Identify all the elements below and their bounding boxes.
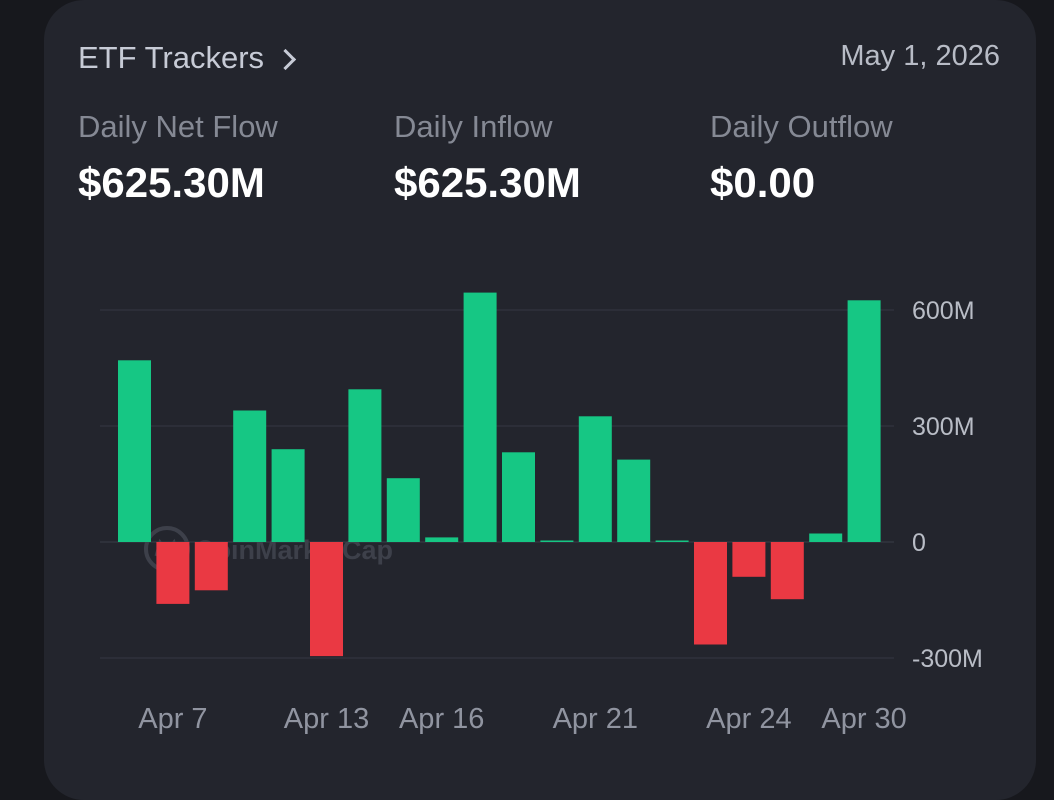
y-tick-label: 0 — [912, 529, 926, 557]
bar[interactable] — [617, 459, 651, 542]
x-tick-label: Apr 21 — [553, 703, 638, 735]
bar[interactable] — [809, 533, 843, 543]
stat-label: Daily Net Flow — [78, 109, 278, 144]
bar[interactable] — [463, 292, 497, 542]
x-tick-label: Apr 16 — [399, 703, 484, 735]
etf-trackers-link[interactable]: ETF Trackers — [78, 38, 297, 78]
x-tick-label: Apr 30 — [821, 703, 906, 735]
bar[interactable] — [540, 540, 574, 543]
stat-value: $625.30M — [394, 159, 581, 206]
bar[interactable] — [310, 542, 343, 657]
card-title: ETF Trackers — [78, 40, 265, 75]
bars — [118, 292, 881, 657]
bar[interactable] — [732, 542, 766, 577]
stat-value: $0.00 — [710, 159, 816, 206]
x-axis: Apr 7 Apr 13 Apr 16 Apr 21 Apr 24 Apr 30 — [138, 703, 907, 735]
x-tick-label: Apr 24 — [706, 703, 791, 735]
x-tick-label: Apr 13 — [284, 703, 369, 735]
stat-label: Daily Inflow — [394, 109, 553, 144]
stat-net-flow: Daily Net Flow $625.30M — [78, 106, 278, 208]
bar[interactable] — [233, 410, 267, 543]
stat-label: Daily Outflow — [710, 109, 893, 144]
bar[interactable] — [348, 389, 382, 542]
bar[interactable] — [118, 360, 151, 542]
bar[interactable] — [655, 540, 689, 543]
x-tick-label: Apr 7 — [138, 703, 207, 735]
bar[interactable] — [847, 300, 881, 542]
bar[interactable] — [194, 542, 228, 591]
bar[interactable] — [425, 537, 459, 542]
stat-value: $625.30M — [78, 159, 265, 206]
bar[interactable] — [271, 449, 305, 542]
bar[interactable] — [694, 542, 727, 645]
bar[interactable] — [502, 452, 535, 542]
y-tick-label: 600M — [912, 297, 975, 325]
bar[interactable] — [770, 542, 804, 600]
y-tick-label: -300M — [912, 645, 983, 673]
stat-inflow: Daily Inflow $625.30M — [394, 106, 581, 208]
date-label: May 1, 2026 — [840, 40, 1000, 72]
y-tick-label: 300M — [912, 413, 975, 441]
bar[interactable] — [386, 478, 420, 542]
y-axis: 600M 300M 0 -300M — [912, 297, 983, 673]
stat-outflow: Daily Outflow $0.00 — [710, 106, 893, 208]
grid-lines — [100, 309, 894, 659]
bar[interactable] — [578, 416, 612, 542]
bar[interactable] — [156, 542, 190, 604]
